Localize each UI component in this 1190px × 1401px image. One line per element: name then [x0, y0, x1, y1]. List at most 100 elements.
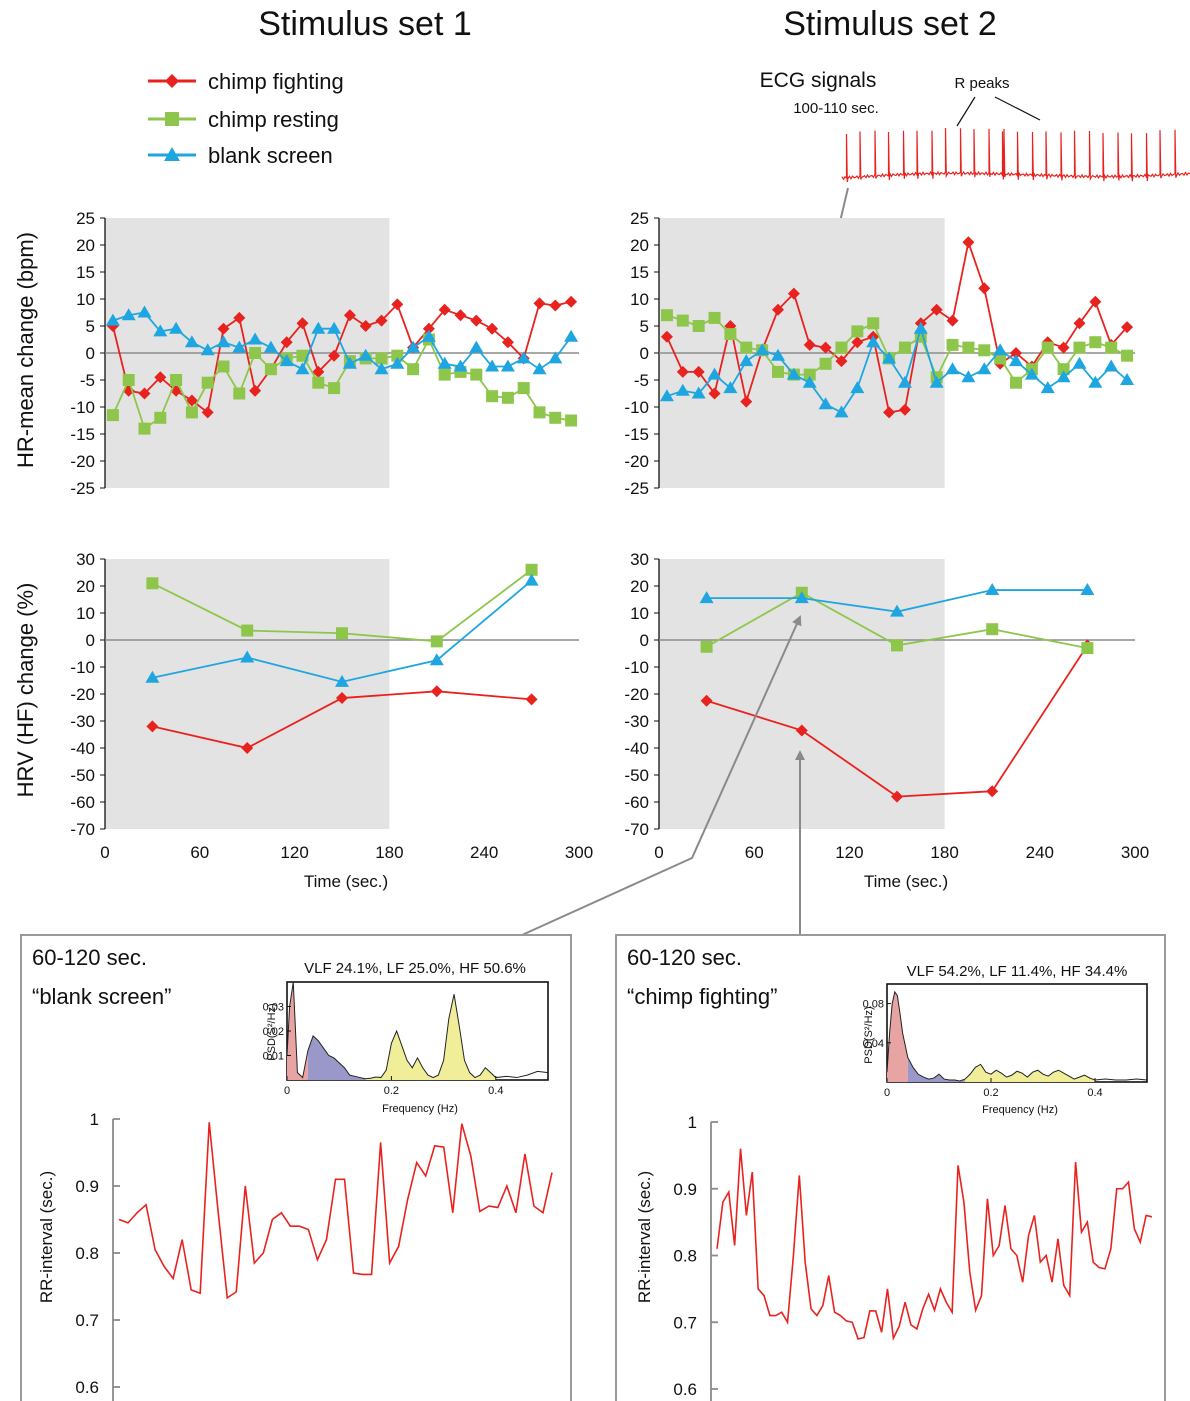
square-marker [692, 320, 705, 332]
x-axis-label: Time (sec.) [304, 872, 388, 891]
y-tick-label: -40 [624, 739, 649, 758]
x-tick-label: 0 [654, 843, 663, 862]
diamond-marker [533, 297, 546, 310]
square-marker [241, 624, 254, 637]
square-marker [700, 640, 713, 653]
diamond-marker [819, 341, 832, 354]
triangle-marker [311, 321, 326, 334]
diamond-marker [233, 311, 246, 324]
x-tick-label: 180 [930, 843, 958, 862]
rr-y-tick-label: 1 [688, 1113, 697, 1132]
diamond-marker [391, 298, 404, 311]
panel-window: 60-120 sec. [32, 945, 147, 970]
psd-y-tick-label: 0.03 [263, 1002, 284, 1014]
square-marker [296, 349, 309, 362]
diamond-marker [962, 236, 975, 249]
y-tick-label: -20 [624, 685, 649, 704]
psd-band-lf [907, 1057, 965, 1082]
triangle-marker [1056, 370, 1071, 383]
square-marker [501, 391, 514, 404]
square-marker [565, 414, 578, 427]
diamond-marker [772, 303, 784, 316]
square-marker [201, 376, 214, 389]
x-tick-label: 120 [835, 843, 863, 862]
diamond-marker [138, 387, 151, 400]
psd-summary: VLF 54.2%, LF 11.4%, HF 34.4% [907, 963, 1128, 980]
y-tick-label: 15 [630, 263, 649, 282]
y-tick-label: 0 [640, 344, 649, 363]
stimulus-set-1-title: Stimulus set 1 [258, 5, 472, 43]
y-tick-label: -30 [70, 712, 95, 731]
square-marker [660, 309, 673, 322]
diamond-marker [296, 317, 309, 330]
triangle-marker [1024, 367, 1039, 380]
y-tick-label: 5 [86, 317, 95, 336]
square-marker [328, 382, 341, 395]
triangle-marker [548, 351, 563, 364]
psd-curve [886, 990, 1148, 1082]
triangle-marker [137, 305, 152, 318]
triangle-marker [437, 356, 452, 369]
rr-y-label: RR-interval (sec.) [635, 1171, 654, 1303]
diamond-marker [930, 303, 943, 316]
diamond-marker [803, 338, 816, 351]
square-marker [867, 317, 880, 330]
triangle-marker [153, 324, 168, 337]
diamond-marker [501, 336, 514, 349]
square-marker [336, 627, 348, 640]
square-marker [978, 344, 991, 357]
y-tick-label: -10 [624, 398, 649, 417]
psd-y-label: PSD(S²/Hz) [863, 1006, 875, 1063]
square-marker [1057, 363, 1070, 376]
square-marker [740, 341, 753, 354]
square-marker [185, 406, 198, 419]
square-marker [724, 328, 737, 341]
square-marker [708, 311, 721, 324]
triangle-marker [453, 359, 468, 372]
triangle-marker [659, 389, 674, 402]
triangle-marker [216, 335, 231, 348]
triangle-marker [945, 362, 960, 375]
square-marker [772, 365, 784, 378]
legend-label: chimp resting [208, 107, 339, 132]
y-tick-label: -50 [70, 766, 95, 785]
triangle-marker [890, 604, 904, 617]
psd-x-tick-label: 0.4 [488, 1085, 503, 1097]
triangle-marker [169, 321, 184, 334]
hr-mean-chart-set-2: 25 20 15 10 5 0 -5 -10 -15 -20 -25 [624, 209, 1135, 498]
y-tick-label: -70 [624, 820, 649, 839]
diamond-marker [660, 330, 673, 343]
legend-item-chimp-fighting: chimp fighting [148, 69, 344, 94]
diamond-marker [549, 299, 562, 312]
triangle-marker-icon [164, 147, 180, 161]
square-marker [676, 314, 689, 327]
triangle-marker [358, 348, 373, 361]
triangle-marker [240, 650, 255, 663]
diamond-marker [676, 365, 689, 378]
y-tick-label: 10 [76, 290, 95, 309]
diamond-marker [1057, 341, 1070, 354]
psd-band-vlf [887, 991, 908, 1082]
square-marker [312, 376, 325, 389]
triangle-marker [248, 332, 263, 345]
panel-condition: “chimp fighting” [627, 984, 777, 1009]
y-tick-label: -40 [70, 739, 95, 758]
y-tick-label: 20 [630, 236, 649, 255]
triangle-marker [802, 375, 817, 388]
psd-y-tick-label: 0.04 [863, 1038, 884, 1050]
psd-band-vlf [287, 982, 308, 1080]
square-marker [154, 411, 167, 424]
diamond-marker [359, 320, 372, 332]
y-tick-label: -15 [624, 425, 649, 444]
triangle-marker [977, 362, 992, 375]
psd-x-tick-label: 0.2 [983, 1087, 998, 1099]
r-peaks-label: R peaks [954, 75, 1009, 92]
triangle-marker [335, 674, 349, 687]
square-marker [1105, 341, 1118, 354]
triangle-marker [675, 383, 690, 396]
rr-y-tick-label: 0.6 [75, 1378, 99, 1397]
square-marker [430, 635, 443, 648]
diamond-marker [946, 314, 959, 327]
diamond-marker [1121, 321, 1134, 334]
psd-x-label: Frequency (Hz) [982, 1104, 1058, 1116]
